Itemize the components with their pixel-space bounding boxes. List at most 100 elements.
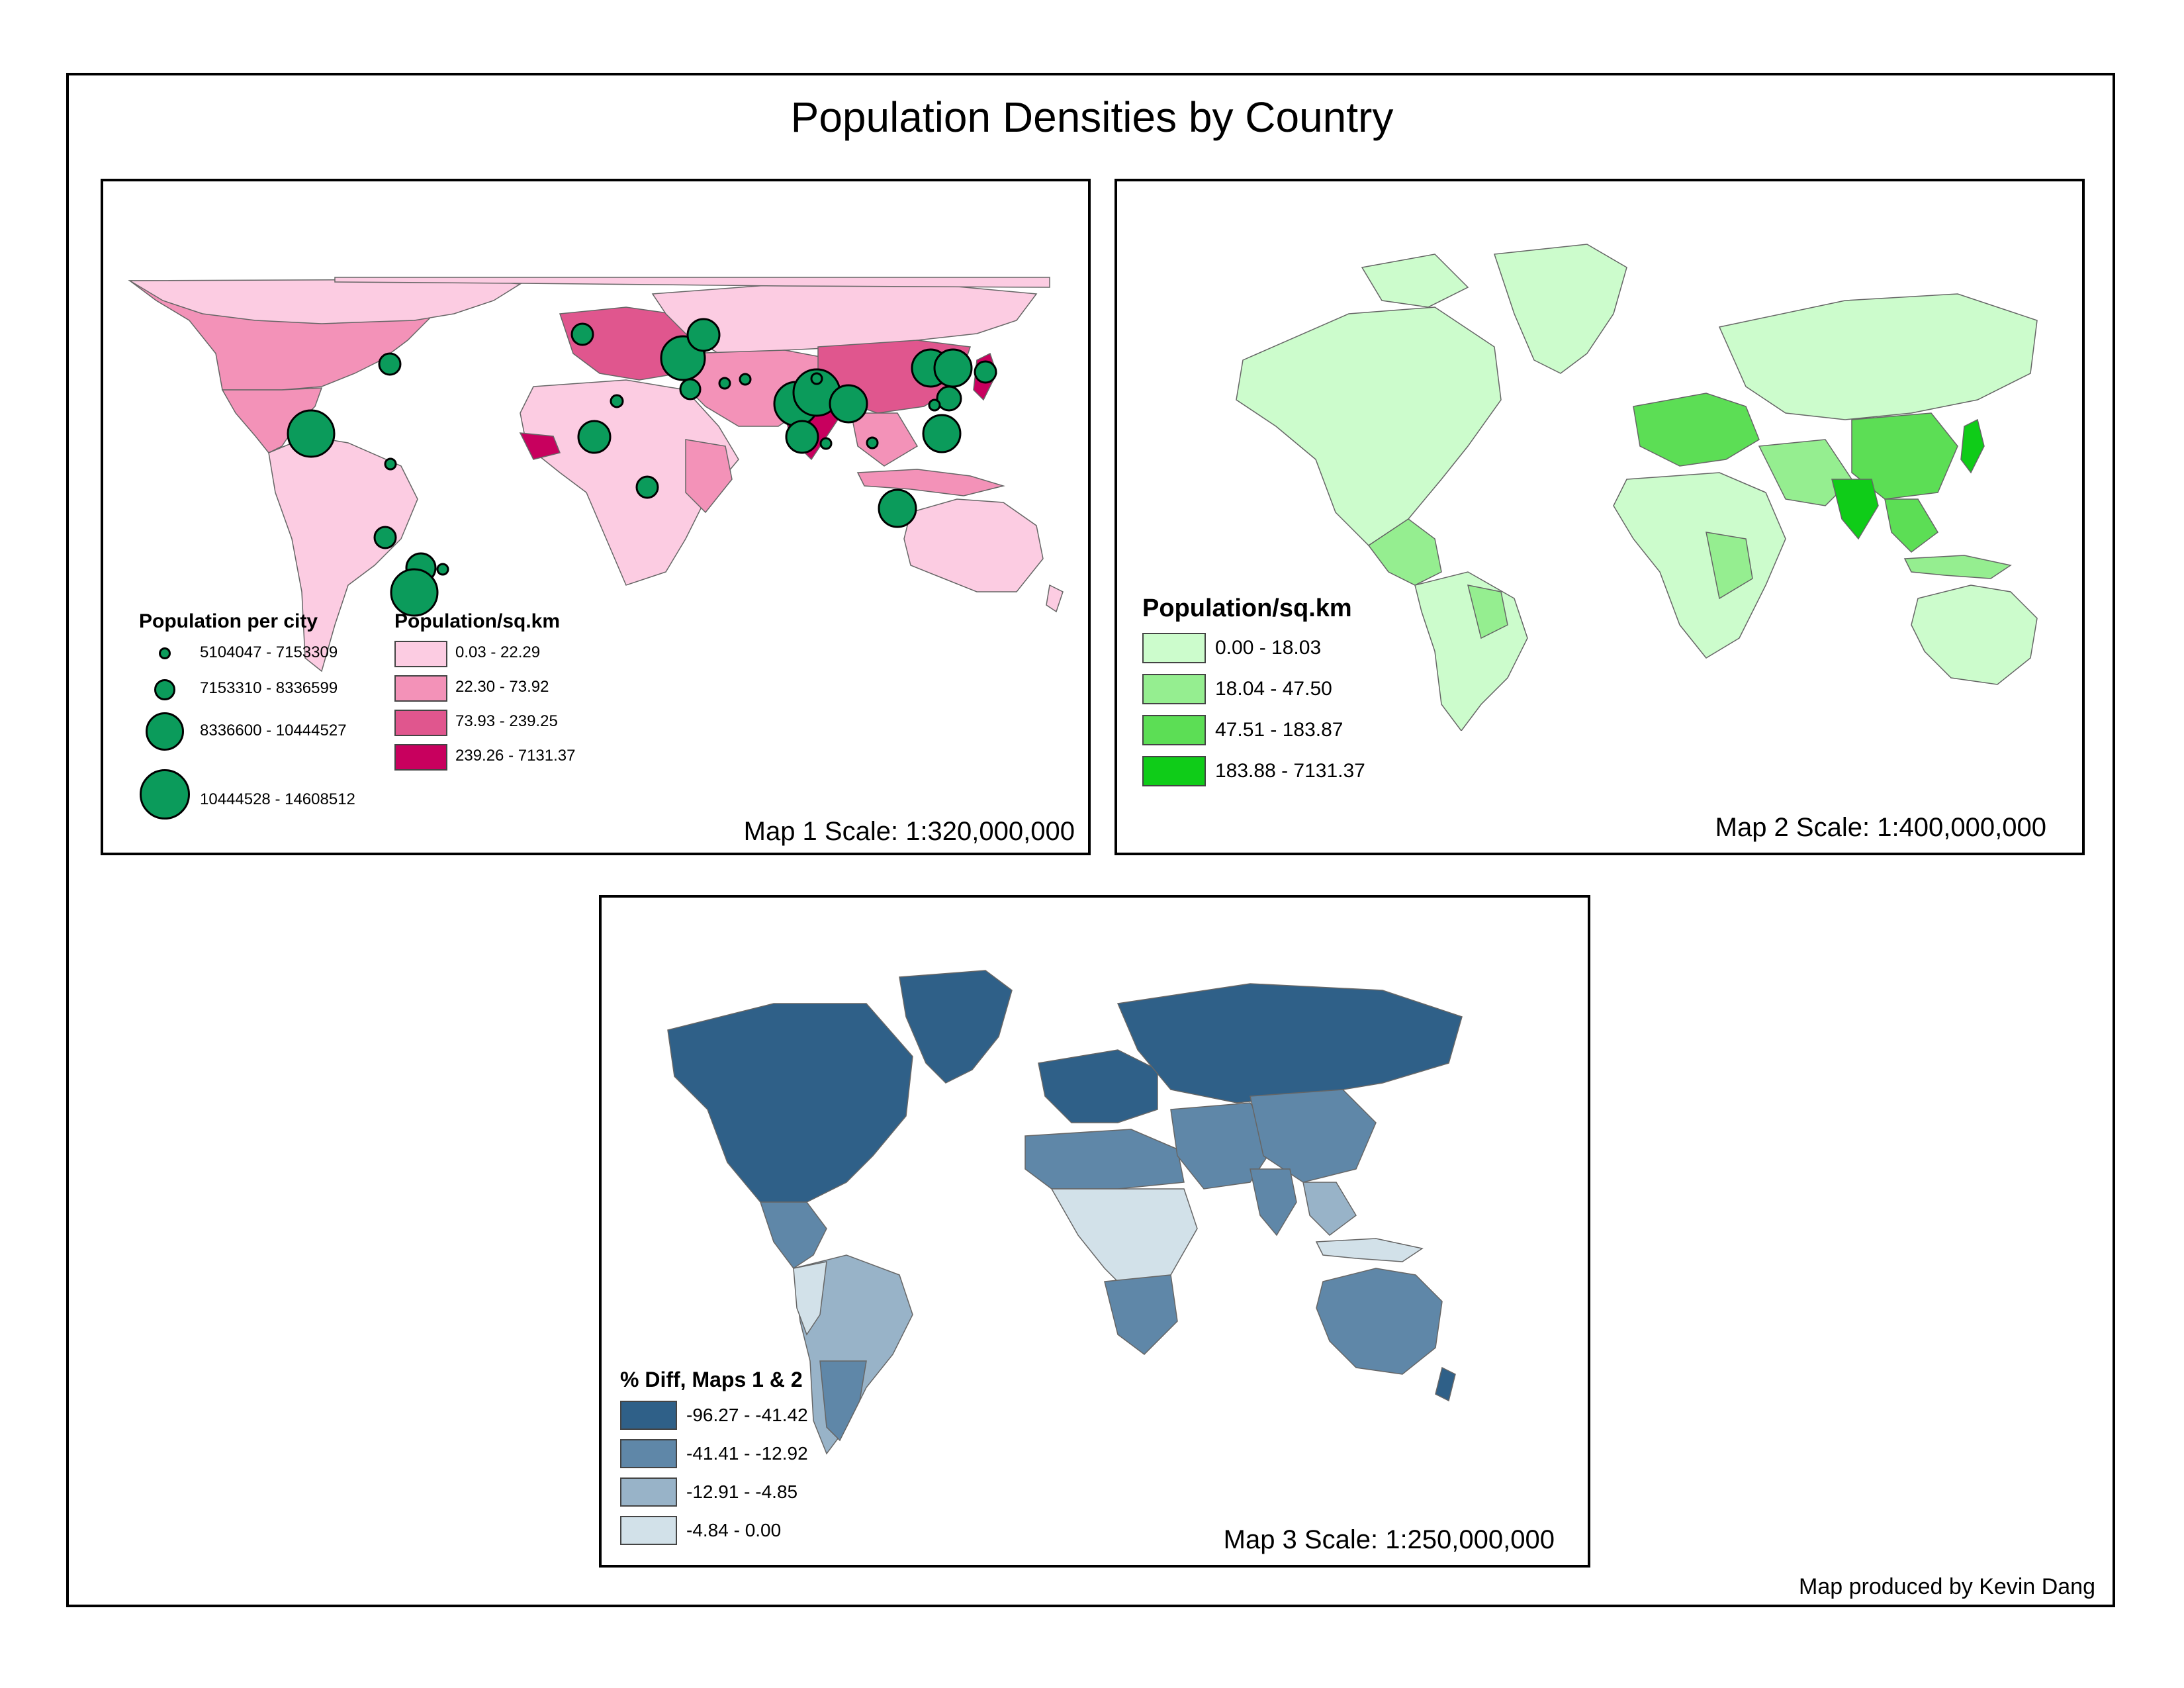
map2-north-america <box>1236 306 1502 546</box>
map1-city-symbol <box>810 372 823 385</box>
map3-new-zealand <box>1435 1366 1456 1402</box>
map3-legend-swatch-3 <box>620 1477 677 1507</box>
map3-legend-swatch-4 <box>620 1516 677 1545</box>
map1-city-symbol <box>718 377 731 390</box>
map1-legend-density-swatch-1 <box>394 641 447 667</box>
map2-scale-text: Map 2 Scale: 1:400,000,000 <box>1715 813 2046 842</box>
map2-south-america-dense <box>1467 585 1508 639</box>
map2-greenland <box>1493 244 1627 374</box>
map2-india <box>1831 479 1879 540</box>
map2-legend-swatch-1 <box>1142 633 1206 663</box>
map3-legend-swatch-1 <box>620 1401 677 1430</box>
map2-legend-title: Population/sq.km <box>1142 594 1352 622</box>
map3-central-africa <box>1050 1188 1198 1295</box>
map3-southeast-asia <box>1302 1182 1357 1236</box>
map1-panel: Population per city 5104047 - 7153309 71… <box>101 179 1091 855</box>
map2-africa <box>1613 472 1786 659</box>
map1-legend-city-label-2: 7153310 - 8336599 <box>200 679 338 697</box>
map3-middle-east <box>1170 1102 1277 1190</box>
map1-legend-density-swatch-2 <box>394 675 447 702</box>
map2-legend-label-1: 0.00 - 18.03 <box>1215 637 1322 659</box>
map1-city-symbol <box>635 475 659 499</box>
map1-city-symbol <box>739 373 752 386</box>
map3-legend-label-1: -96.27 - -41.42 <box>686 1405 808 1425</box>
map1-legend-city-symbol-1 <box>159 647 171 659</box>
map2-legend-swatch-3 <box>1142 715 1206 745</box>
map1-legend-city-label-1: 5104047 - 7153309 <box>200 643 338 661</box>
map1-city-symbol <box>686 318 721 352</box>
map3-europe <box>1038 1049 1158 1123</box>
map1-city-symbol <box>390 568 439 617</box>
map1-legend-city-label-4: 10444528 - 14608512 <box>200 790 355 808</box>
map1-legend-density-label-4: 239.26 - 7131.37 <box>455 747 576 765</box>
map3-australia <box>1316 1268 1443 1375</box>
map1-indonesia <box>856 469 1005 496</box>
map2-africa-dense <box>1706 532 1753 600</box>
map1-city-symbol <box>570 322 594 346</box>
map1-city-symbol <box>436 563 449 576</box>
map2-japan <box>1960 418 1985 474</box>
map3-south-america-west <box>793 1261 827 1336</box>
map2-legend-label-3: 47.51 - 183.87 <box>1215 719 1343 741</box>
map1-legend-city-symbol-2 <box>154 679 175 700</box>
map1-legend-density-swatch-3 <box>394 710 447 736</box>
map1-city-symbol <box>819 437 833 450</box>
map1-legend-density-label-2: 22.30 - 73.92 <box>455 678 549 696</box>
map3-central-america <box>759 1201 827 1270</box>
map-credit: Map produced by Kevin Dang <box>1799 1574 2095 1599</box>
map1-legend-density-swatch-4 <box>394 744 447 771</box>
map-layout-frame <box>66 73 2115 1607</box>
map1-legend-density-label-3: 73.93 - 239.25 <box>455 712 558 730</box>
map1-australia <box>903 498 1044 592</box>
map3-north-america <box>667 1003 913 1203</box>
map3-legend-title: % Diff, Maps 1 & 2 <box>620 1368 803 1391</box>
map3-panel: % Diff, Maps 1 & 2 -96.27 - -41.42 -41.4… <box>599 895 1590 1568</box>
map2-russia <box>1718 293 2038 420</box>
map1-city-symbol <box>922 414 962 453</box>
map1-city-symbol <box>878 489 917 528</box>
map1-legend-density-title: Population/sq.km <box>394 610 561 632</box>
map3-world-map <box>667 970 1463 1455</box>
map1-africa-dense <box>685 439 733 514</box>
map2-europe <box>1633 393 1760 467</box>
map2-legend-swatch-4 <box>1142 756 1206 786</box>
map2-legend-label-4: 183.88 - 7131.37 <box>1215 760 1365 782</box>
map1-city-symbol <box>577 420 612 454</box>
map1-city-symbol <box>384 457 397 471</box>
map2-china <box>1851 412 1958 500</box>
map1-city-symbol <box>373 526 397 549</box>
map1-legend-city-label-3: 8336600 - 10444527 <box>200 722 347 739</box>
map1-southeast-asia <box>850 412 919 467</box>
map1-city-symbol <box>287 409 336 458</box>
map3-north-africa <box>1024 1129 1185 1190</box>
map1-city-symbol <box>928 399 941 412</box>
map1-legend-city-symbol-3 <box>146 712 184 751</box>
map3-legend-label-3: -12.91 - -4.85 <box>686 1481 798 1502</box>
map1-city-symbol <box>829 384 868 424</box>
map2-central-america <box>1367 518 1442 586</box>
map3-greenland <box>899 970 1013 1084</box>
map1-city-symbol <box>378 352 402 376</box>
map2-legend-swatch-2 <box>1142 674 1206 704</box>
map2-indonesia <box>1903 555 2012 579</box>
map1-west-africa-dense <box>519 432 561 460</box>
map2-panel: Population/sq.km 0.00 - 18.03 18.04 - 47… <box>1115 179 2085 855</box>
map1-new-zealand <box>1046 584 1064 613</box>
map3-scale-text: Map 3 Scale: 1:250,000,000 <box>1223 1525 1555 1554</box>
map3-south-cone <box>819 1360 867 1442</box>
map1-city-symbol <box>610 394 624 408</box>
map1-city-symbol <box>679 378 702 400</box>
map2-arctic-islands <box>1361 254 1469 308</box>
map3-indonesia <box>1315 1238 1424 1262</box>
map1-city-symbol <box>785 420 819 454</box>
map1-world-map <box>128 277 1064 673</box>
map1-city-symbol <box>933 348 973 388</box>
map1-city-symbol <box>974 360 997 384</box>
map2-australia <box>1911 585 2038 685</box>
map3-russia <box>1116 983 1463 1103</box>
map1-city-symbol <box>866 436 879 449</box>
map3-legend-swatch-2 <box>620 1439 677 1468</box>
map3-legend-label-2: -41.41 - -12.92 <box>686 1443 808 1464</box>
map3-india <box>1250 1168 1297 1237</box>
map2-southeast-asia <box>1884 498 1938 553</box>
